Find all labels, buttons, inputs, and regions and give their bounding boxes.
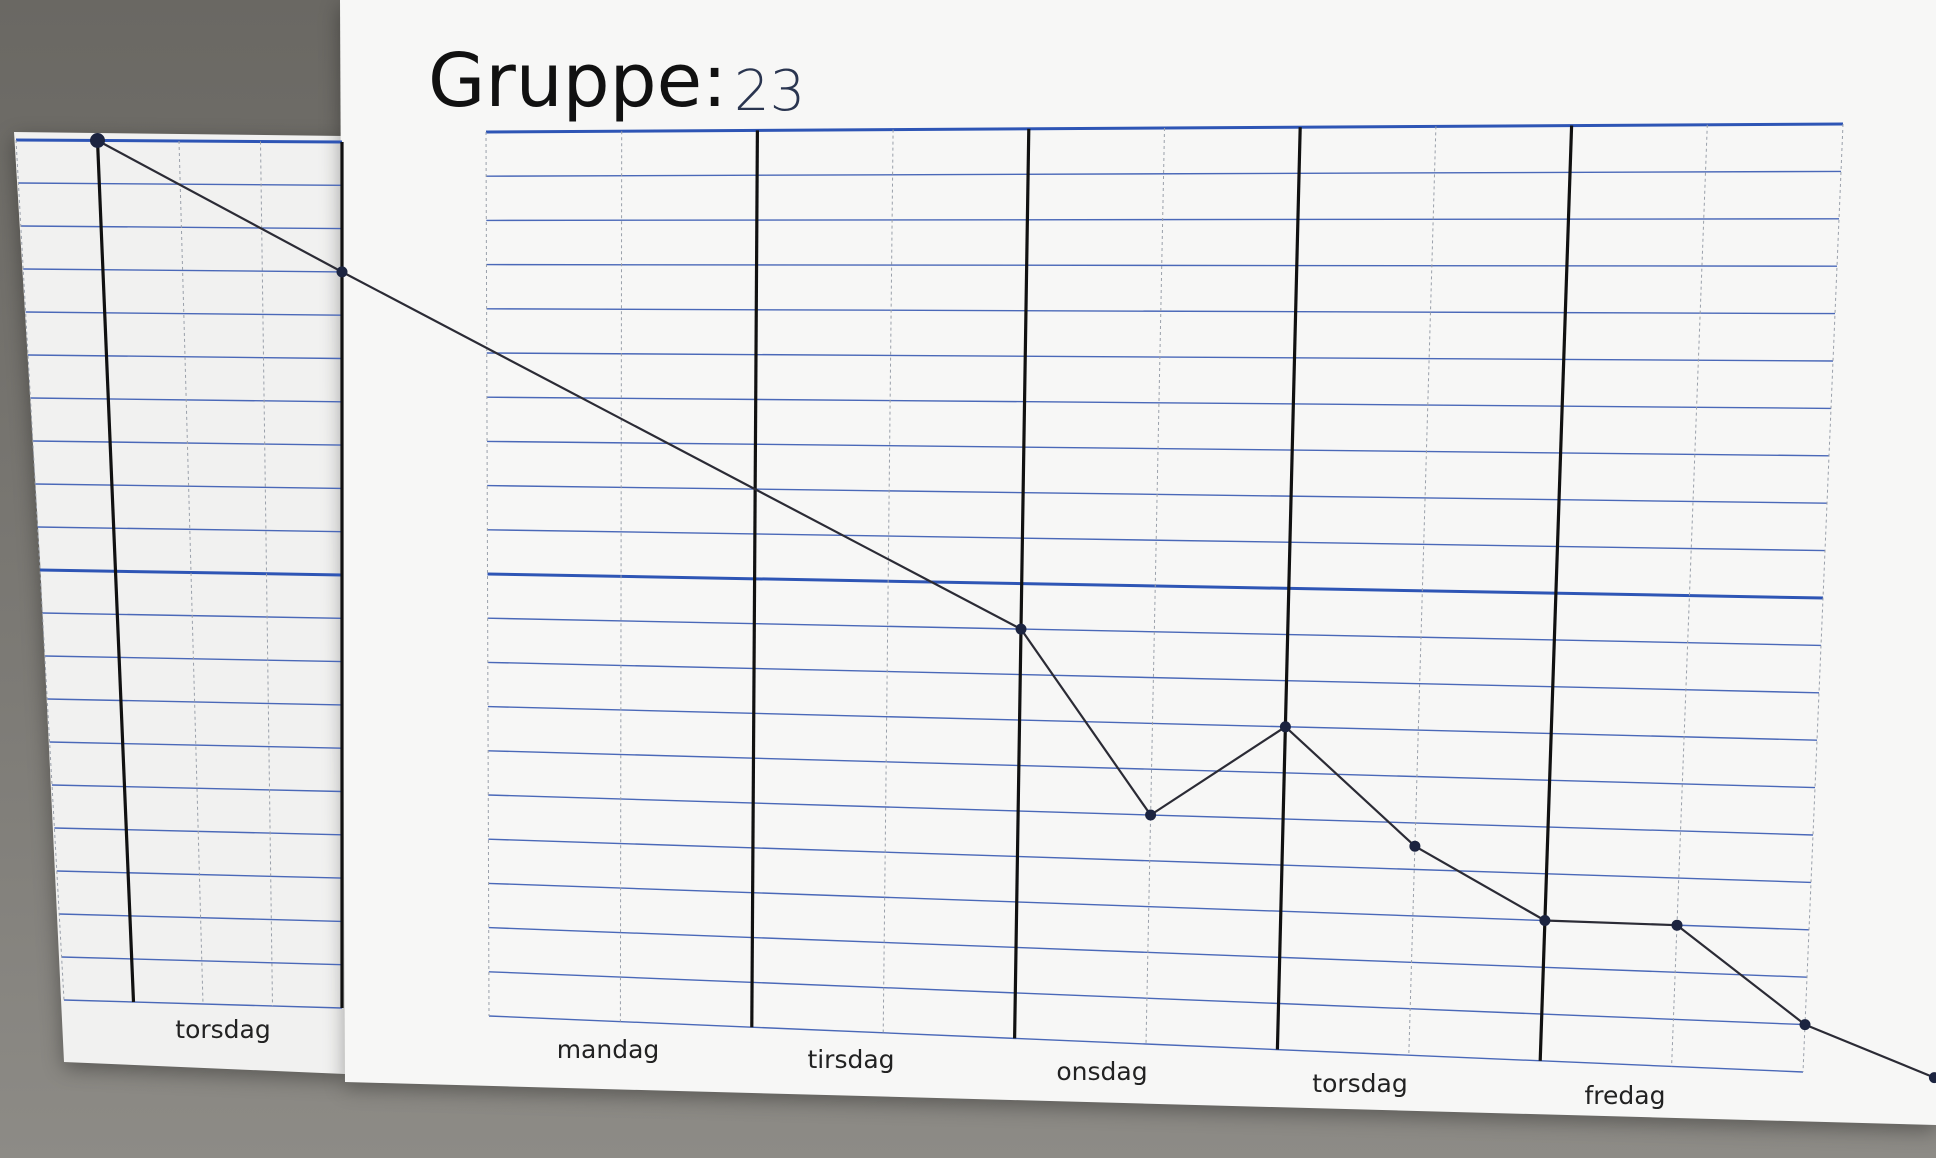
grid-row-line [486, 308, 1836, 315]
grid-row-line [487, 529, 1826, 552]
data-point [1015, 623, 1027, 635]
grid-row-line [59, 913, 343, 923]
day-label-previous-torsdag: torsdag [175, 1015, 270, 1044]
grid-row-line [47, 698, 343, 706]
day-divider-line [1538, 125, 1574, 1061]
current-week-grid [485, 122, 1844, 1073]
day-label-torsdag: torsdag [1312, 1069, 1407, 1098]
grid-row-line [37, 526, 343, 533]
current-week-sheet [340, 0, 1936, 1125]
day-divider-line [95, 140, 136, 1003]
data-point [1539, 915, 1551, 926]
day-label-tirsdag: tirsdag [807, 1045, 894, 1074]
day-label-mandag: mandag [557, 1035, 660, 1064]
grid-row-line [51, 784, 343, 793]
day-divider-line [750, 130, 759, 1028]
grid-row-line [486, 396, 1832, 410]
half-day-line [619, 131, 623, 1022]
series-layer [90, 133, 1936, 1084]
half-day-line [1802, 123, 1844, 1073]
data-point [90, 133, 105, 148]
grid-row-line [486, 263, 1838, 267]
data-point [1145, 809, 1157, 821]
day-divider-line [1275, 127, 1302, 1050]
half-day-line [1145, 127, 1165, 1045]
data-point [1279, 721, 1291, 733]
page-title: Gruppe: [428, 38, 727, 124]
grid-row-line [63, 999, 343, 1009]
half-day-line [260, 141, 273, 1007]
day-labels: torsdag mandag tirsdag onsdag torsdag fr… [175, 1015, 1665, 1110]
previous-week-grid [15, 138, 344, 1009]
trend-line [96, 139, 1936, 1079]
grid-row-line [27, 354, 343, 360]
data-point [336, 266, 348, 278]
day-divider-line [1013, 128, 1031, 1039]
day-label-onsdag: onsdag [1056, 1057, 1147, 1086]
grid-row-line [487, 617, 1822, 647]
previous-week-sheet [14, 132, 345, 1074]
half-day-line [882, 129, 894, 1033]
grid-row-line [488, 1015, 1804, 1073]
data-point [1409, 840, 1421, 852]
day-label-fredag: fredag [1585, 1081, 1666, 1110]
data-point [1799, 1019, 1811, 1031]
grid-row-line [488, 750, 1816, 789]
grid-row-line [49, 741, 343, 749]
grid-row-line [25, 311, 343, 316]
grid-row-line [61, 956, 343, 966]
grid-row-line [485, 122, 1844, 134]
grid-row-line [23, 268, 343, 273]
data-point [1671, 919, 1683, 931]
grid-row-line [487, 661, 1820, 694]
grid-row-line [486, 170, 1842, 177]
half-day-line [1408, 126, 1437, 1056]
grid-row-line [39, 568, 343, 577]
data-point [1928, 1072, 1936, 1084]
group-number: 23 [734, 59, 805, 124]
grid-row-line [35, 483, 343, 490]
half-day-line [1671, 124, 1708, 1067]
